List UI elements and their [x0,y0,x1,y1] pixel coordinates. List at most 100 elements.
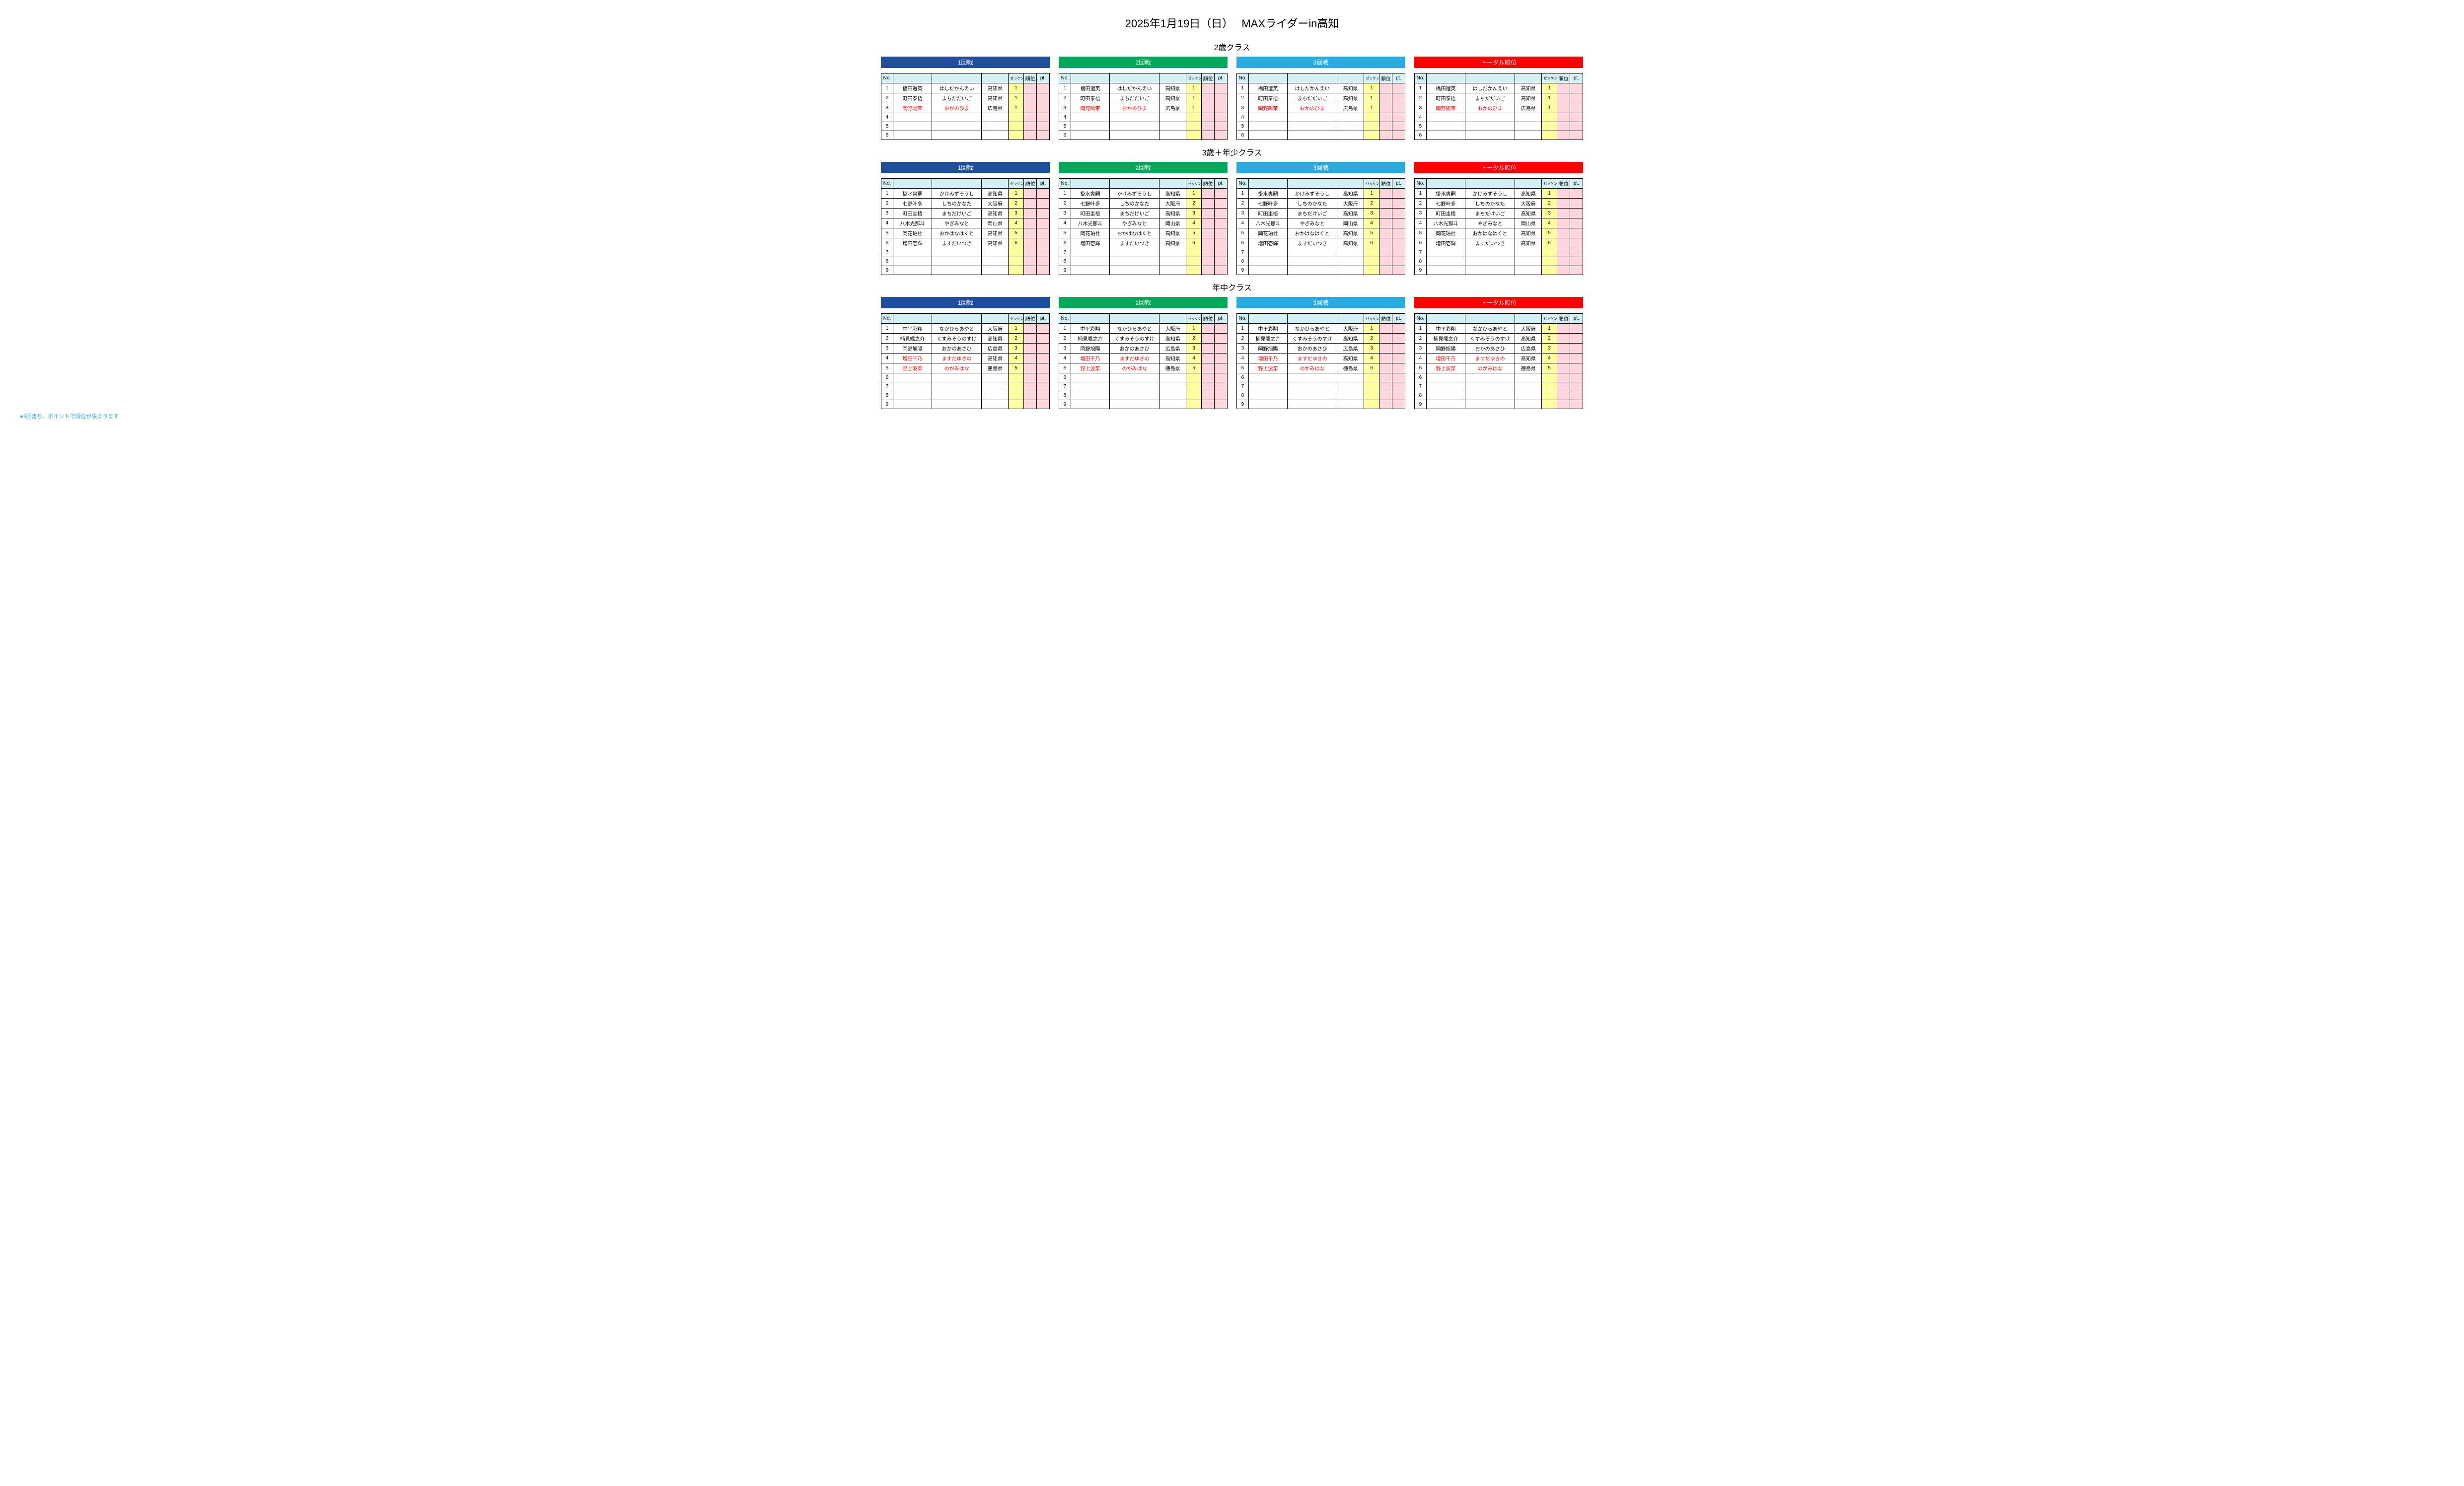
table-row: 8 [1059,391,1228,400]
cell: おかのひま [1465,103,1515,113]
cell [1110,382,1160,391]
cell: 3 [881,103,893,113]
col-header [1071,314,1109,324]
cell [1515,122,1542,131]
cell [1515,373,1542,382]
table-row: 3岡野旭陽おかのあさひ広島県3 [1237,344,1405,354]
cell: 町田泰梧 [1248,93,1287,103]
cell [1392,266,1405,275]
cell [1248,248,1287,257]
cell: 広島県 [1515,103,1542,113]
cell: 7 [1237,248,1249,257]
cell: 4 [1415,354,1427,363]
table-row: 2七野叶多しちのかなた大阪府2 [1415,199,1583,209]
page-title: 2025年1月19日（日） MAXライダーin高知 [15,15,2449,31]
cell: 高知県 [1337,189,1364,199]
class-title: 年中クラス [15,281,2449,293]
cell: 4 [1186,354,1201,363]
cell: 高知県 [982,209,1009,218]
cell: 高知県 [1515,228,1542,238]
cell [1570,189,1583,199]
col-header: ゼッケン [1186,179,1201,189]
cell: おかのあさひ [1110,344,1160,354]
cell: 5 [1186,363,1201,373]
table-row: 9 [1237,400,1405,409]
cell: 8 [1059,391,1071,400]
col-header: No. [1415,314,1427,324]
table-row: 5岡花珀杜おかはなはくと高知県5 [1415,228,1583,238]
cell: 町田圭梧 [1248,209,1287,218]
cell [932,113,982,122]
cell: 4 [1542,354,1557,363]
col-header: pt. [1036,314,1049,324]
heat-header: 2回戦 [1059,162,1228,173]
col-header [1110,73,1160,83]
col-header: ゼッケン [1009,314,1023,324]
table-row: 6 [1059,373,1228,382]
cell [1009,113,1023,122]
table-row: 3町田圭梧まちだけいご高知県3 [881,209,1050,218]
table-row: 7 [1415,382,1583,391]
cell [1023,257,1036,266]
cell [1557,103,1570,113]
col-header: ゼッケン [1186,73,1201,83]
cell [1392,248,1405,257]
table-row: 4増田千乃ますだゆきの高知県4 [1415,354,1583,363]
cell [1110,400,1160,409]
cell: 6 [1186,238,1201,248]
cell: 5 [1415,122,1427,131]
cell [1570,344,1583,354]
cell: 増田千乃 [1248,354,1287,363]
cell [1392,199,1405,209]
cell [1036,83,1049,93]
cell: 橋田還英 [1248,83,1287,93]
col-header: No. [881,314,893,324]
cell [1557,113,1570,122]
cell [1110,113,1160,122]
cell: 岡山県 [982,218,1009,228]
cell [1071,113,1109,122]
cell: 5 [1237,363,1249,373]
cell: 増田千乃 [1071,354,1109,363]
cell: 岡野旭陽 [893,344,932,354]
cell: 9 [1059,266,1071,275]
cell [1186,131,1201,140]
heat-block: 1回戦No.ゼッケン順位pt.1掛水爽嗣かけみずそうし高知県12七野叶多しちのか… [881,162,1050,275]
cell [1364,257,1379,266]
cell: 1 [1237,83,1249,93]
col-header [982,73,1009,83]
cell: 増田壱輝 [1071,238,1109,248]
cell [1110,122,1160,131]
cell [893,113,932,122]
cell [893,257,932,266]
cell [1337,257,1364,266]
cell [893,266,932,275]
cell: 大阪府 [1515,199,1542,209]
cell [1557,373,1570,382]
cell [1364,266,1379,275]
heat-header: トータル順位 [1414,297,1583,308]
cell: おかはなはくと [1465,228,1515,238]
cell [1557,248,1570,257]
table-row: 1掛水爽嗣かけみずそうし高知県1 [1415,189,1583,199]
col-header [982,179,1009,189]
cell: 高知県 [982,354,1009,363]
cell [1570,400,1583,409]
cell [1379,324,1392,334]
cell [1201,199,1214,209]
col-header: No. [881,73,893,83]
col-header: 順位 [1201,314,1214,324]
cell [1023,238,1036,248]
cell [1392,334,1405,344]
cell [1570,83,1583,93]
cell: 高知県 [1515,189,1542,199]
cell: 高知県 [1160,189,1186,199]
cell [1542,382,1557,391]
table-row: 1掛水爽嗣かけみずそうし高知県1 [1237,189,1405,199]
cell [982,391,1009,400]
col-header: pt. [1214,179,1227,189]
cell [1036,373,1049,382]
table-row: 2町田泰梧まちだだいご高知県1 [1059,93,1228,103]
table-row: 8 [881,391,1050,400]
table-row: 2七野叶多しちのかなた大阪府2 [1237,199,1405,209]
